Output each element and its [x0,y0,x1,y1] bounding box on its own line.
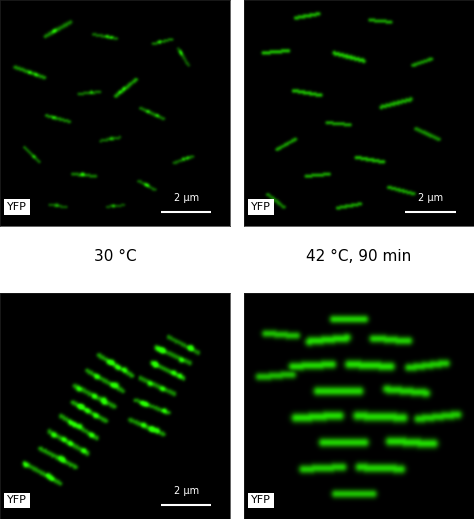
Text: 30 °C: 30 °C [94,249,136,264]
Text: YFP: YFP [251,202,271,212]
Text: YFP: YFP [7,202,27,212]
Text: 2 μm: 2 μm [173,193,199,203]
Text: 42 °C, 90 min: 42 °C, 90 min [306,249,412,264]
Text: YFP: YFP [251,496,271,506]
Text: 2 μm: 2 μm [173,486,199,496]
Text: YFP: YFP [7,496,27,506]
Text: 2 μm: 2 μm [418,193,443,203]
